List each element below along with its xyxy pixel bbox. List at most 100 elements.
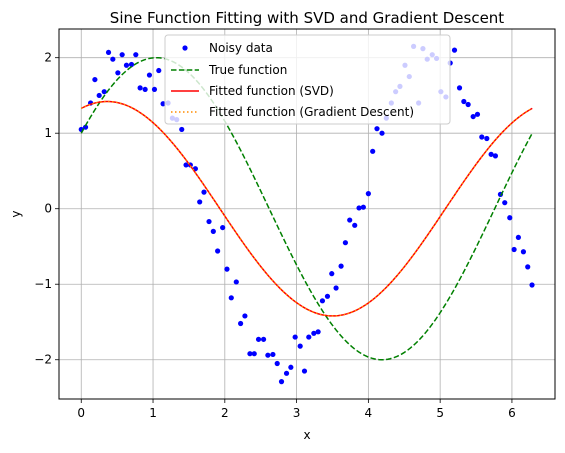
data-point [525,264,531,270]
data-point [283,370,290,376]
plot-frame [58,28,556,400]
data-point [278,379,285,385]
data-point [228,295,234,301]
data-point [265,352,271,358]
data-point [374,126,380,132]
data-point [297,343,303,349]
data-point [101,89,107,95]
data-point [156,67,162,74]
x-tick-label: 6 [508,406,516,420]
data-point [206,218,212,225]
data-point [274,360,280,367]
data-point [465,101,471,108]
data-point [456,85,463,91]
data-point [288,364,294,370]
x-axis-label: x [303,428,310,442]
data-point [492,153,499,159]
x-tick-label: 0 [77,406,85,420]
data-point [301,368,308,374]
legend-label-noisy-data: Noisy data [209,41,273,55]
data-point [92,76,98,83]
data-point [242,313,248,319]
data-point [123,62,130,68]
data-point [319,298,326,304]
data-point [356,205,362,211]
chart-title: Sine Function Fitting with SVD and Gradi… [110,9,505,27]
data-point [484,135,490,142]
x-tick-label: 3 [293,406,301,420]
data-point [329,271,335,277]
y-tick-label: 1 [44,126,52,140]
x-tick-label: 5 [436,406,444,420]
data-point [333,285,339,291]
data-point [133,52,139,58]
legend-label-true-function: True function [208,63,287,77]
data-point [224,266,230,272]
y-axis-label: y [9,210,23,217]
data-point [115,70,121,76]
data-point [247,351,253,357]
data-point [474,111,481,117]
data-point [119,52,125,58]
y-tick-label: 0 [44,202,52,216]
data-point [292,334,298,340]
data-point [347,217,353,223]
data-point [201,189,207,195]
data-point [197,199,203,205]
data-point [520,249,527,255]
data-point [451,47,458,53]
data-point [251,351,257,357]
legend: Noisy data True function Fitted function… [164,34,451,125]
data-point [360,204,366,210]
data-point [146,72,153,78]
y-tick-label: 2 [44,51,52,65]
data-point [370,148,376,154]
data-point [183,162,189,168]
data-point [461,98,467,105]
data-point [515,234,521,241]
data-point [507,215,513,221]
y-tick-label: −2 [34,353,52,367]
legend-box [164,34,451,125]
data-point [365,191,371,197]
data-point [220,224,226,231]
data-point [315,329,321,335]
legend-marker-noisy-data [182,45,188,51]
axis-ticks: 0 1 2 3 4 5 6 −2 −1 0 1 2 [34,51,515,420]
data-point [96,92,102,99]
data-point [479,134,485,140]
data-point [306,334,312,340]
data-point [470,113,476,120]
data-point [128,61,135,68]
data-point [270,351,276,358]
data-point [324,293,331,299]
data-point [352,222,358,228]
data-point [255,336,262,342]
data-point [342,240,349,246]
data-point [238,320,244,327]
data-point [151,86,158,93]
x-tick-label: 1 [149,406,157,420]
x-tick-label: 2 [221,406,229,420]
data-point [142,86,148,93]
data-point [233,279,239,285]
data-point [137,85,143,91]
data-point [210,228,216,234]
y-tick-label: −1 [34,277,52,291]
data-point [488,151,494,157]
legend-label-svd: Fitted function (SVD) [209,84,334,98]
data-point [82,124,89,130]
data-point [260,336,267,342]
data-point [179,126,185,133]
x-tick-label: 4 [365,406,373,420]
data-point [379,130,385,136]
data-point [311,330,317,336]
data-point [105,49,112,56]
svd-fit-line [80,100,533,317]
data-point [110,56,116,62]
data-point [215,248,221,254]
data-point [160,101,166,107]
data-point [529,282,535,288]
legend-label-gradient-descent: Fitted function (Gradient Descent) [209,105,414,119]
